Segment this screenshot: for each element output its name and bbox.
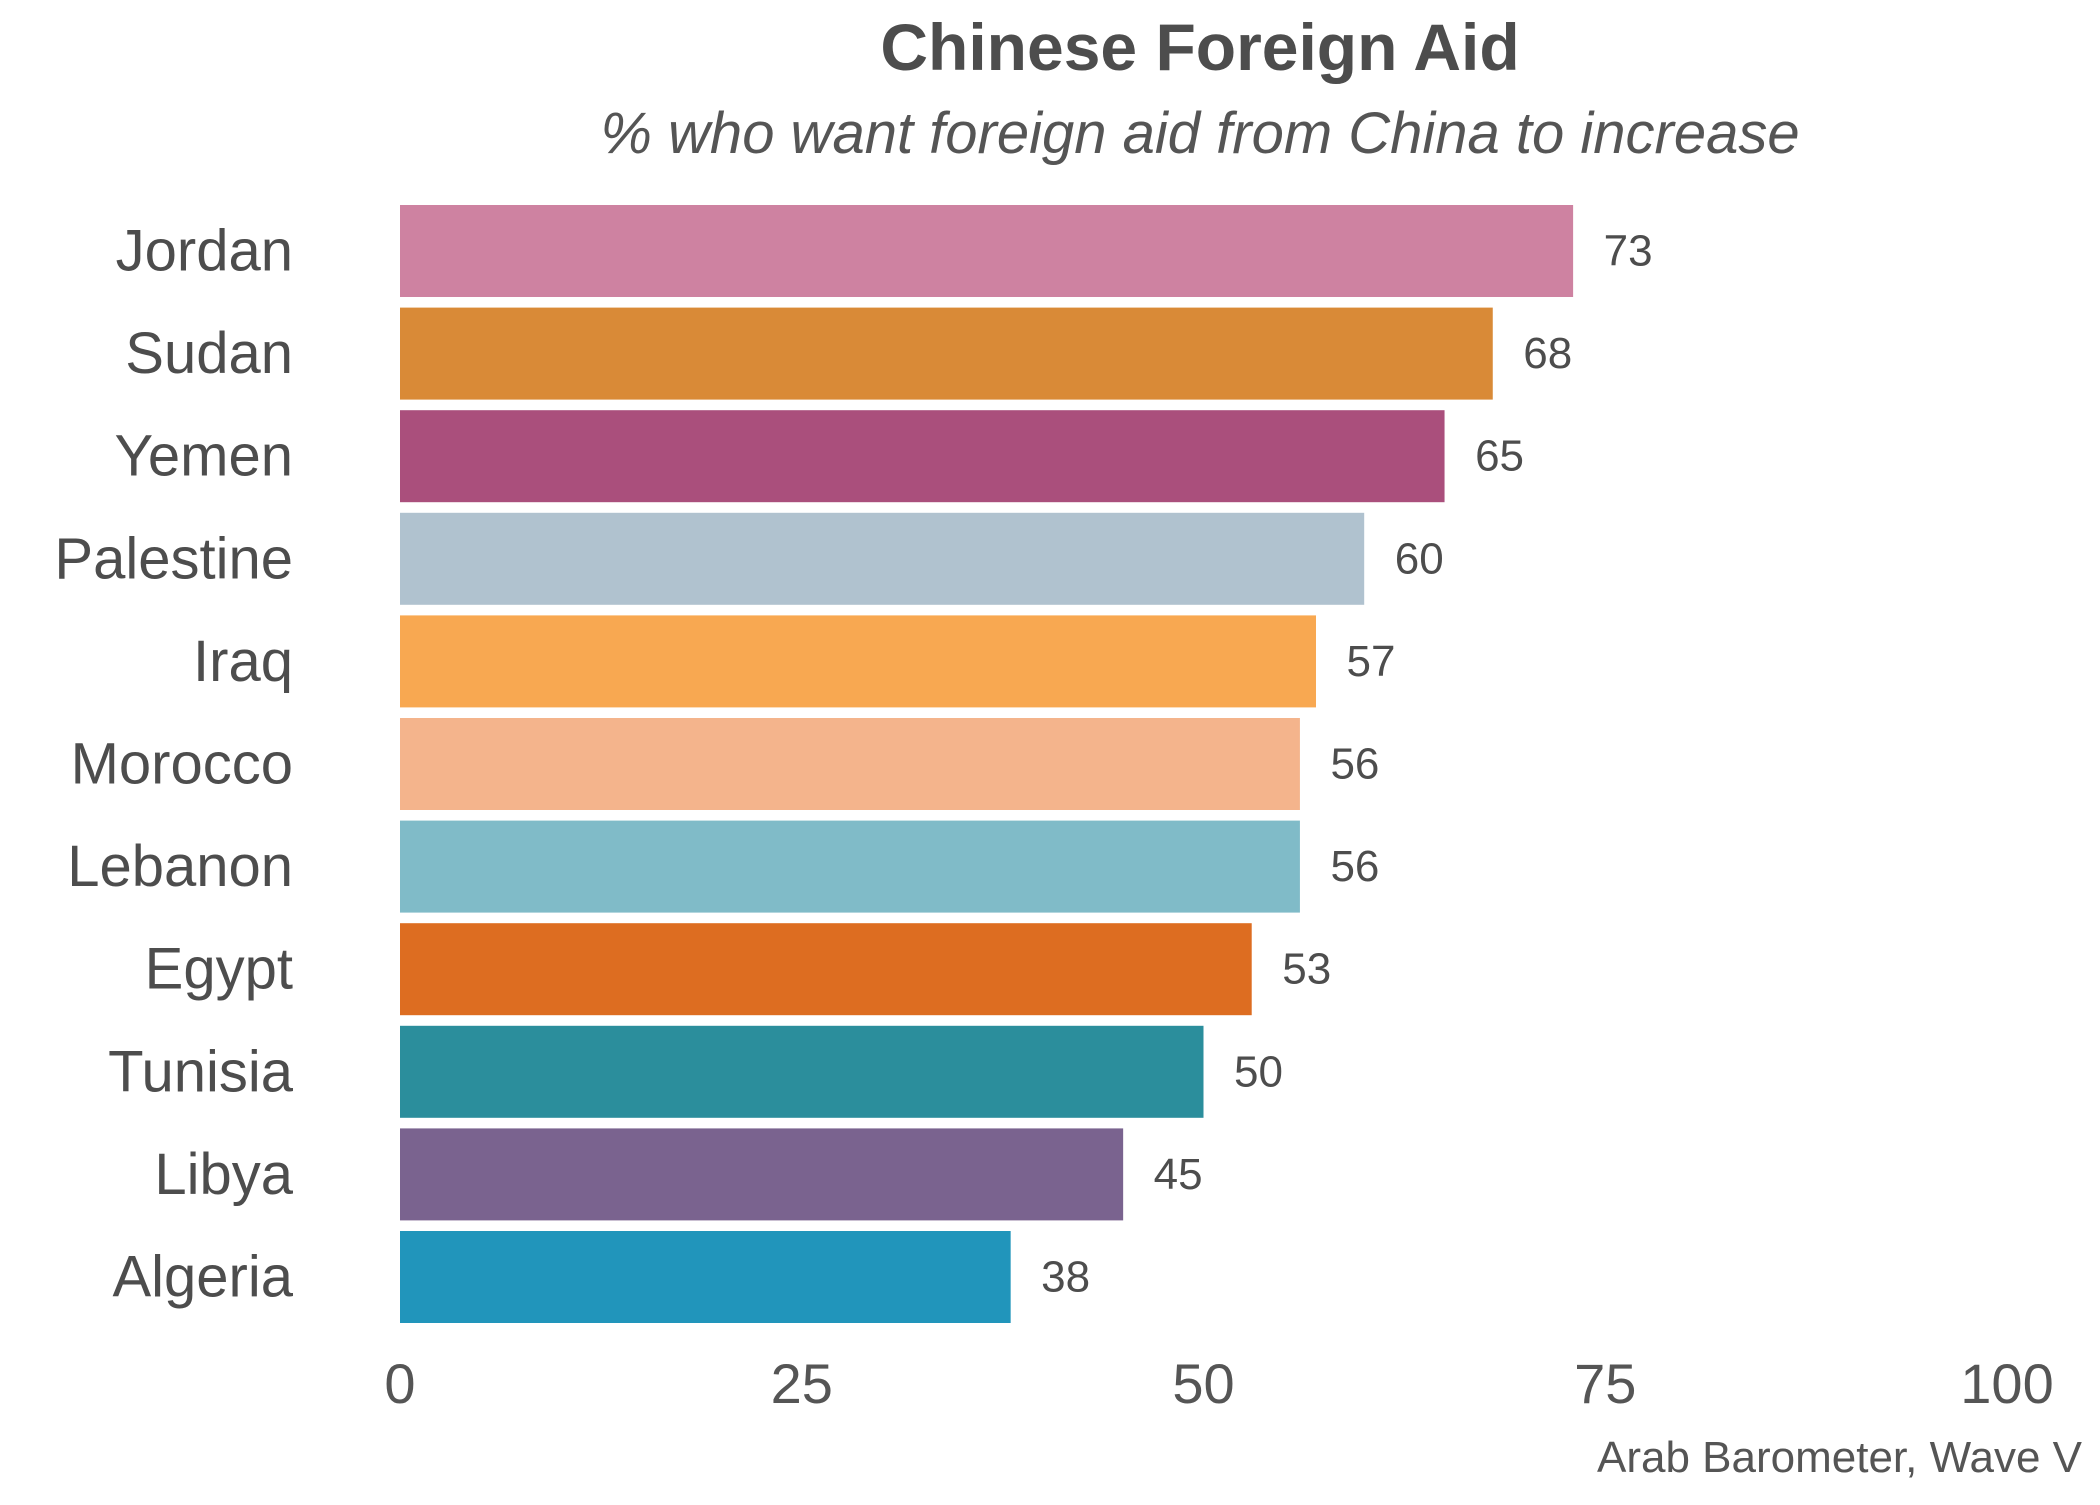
chart-caption: Arab Barometer, Wave V	[1597, 1433, 2083, 1482]
category-labels: Jordan Sudan Yemen Palestine Iraq Morocco Leba…	[54, 219, 293, 1310]
value-label-egypt: 53	[1282, 945, 1331, 994]
category-label-algeria: Algeria	[112, 1245, 293, 1310]
category-label-sudan: Sudan	[125, 321, 293, 386]
bar-tunisia	[400, 1025, 1204, 1118]
value-label-sudan: 68	[1523, 329, 1572, 378]
category-label-egypt: Egypt	[145, 937, 293, 1002]
category-label-tunisia: Tunisia	[108, 1039, 294, 1104]
x-tick-label-100: 100	[1960, 1352, 2053, 1415]
bar-palestine	[400, 512, 1365, 605]
bar-jordan	[400, 205, 1574, 297]
value-label-yemen: 65	[1475, 432, 1524, 481]
category-label-libya: Libya	[154, 1142, 293, 1207]
x-tick-label-50: 50	[1172, 1352, 1234, 1415]
bar-iraq	[400, 615, 1316, 708]
value-label-jordan: 73	[1604, 227, 1653, 276]
x-axis-ticks: 0 25 50 75 100	[384, 1352, 2053, 1415]
category-label-palestine: Palestine	[54, 526, 293, 591]
value-label-libya: 45	[1154, 1150, 1203, 1199]
category-label-morocco: Morocco	[71, 732, 293, 797]
category-label-yemen: Yemen	[115, 424, 293, 489]
value-label-tunisia: 50	[1234, 1047, 1283, 1096]
bar-sudan	[400, 307, 1493, 400]
bars-group	[400, 205, 1574, 1323]
value-label-lebanon: 56	[1330, 842, 1379, 891]
category-label-jordan: Jordan	[116, 219, 293, 284]
bar-egypt	[400, 923, 1252, 1016]
bar-lebanon	[400, 820, 1300, 913]
x-tick-label-75: 75	[1574, 1352, 1636, 1415]
bar-algeria	[400, 1231, 1011, 1323]
x-tick-label-25: 25	[771, 1352, 833, 1415]
bar-yemen	[400, 410, 1445, 503]
value-label-iraq: 57	[1347, 637, 1396, 686]
value-label-palestine: 60	[1395, 534, 1444, 583]
value-label-morocco: 56	[1330, 740, 1379, 789]
category-label-iraq: Iraq	[193, 629, 293, 694]
bar-libya	[400, 1128, 1124, 1221]
chart-title: Chinese Foreign Aid	[880, 10, 1519, 84]
value-label-algeria: 38	[1041, 1253, 1090, 1302]
chart-subtitle: % who want foreign aid from China to inc…	[600, 101, 1799, 166]
bar-morocco	[400, 718, 1300, 810]
value-labels: 73 68 65 60 57 56 56 53 50 45 38	[1041, 227, 1652, 1302]
x-tick-label-0: 0	[384, 1352, 415, 1415]
category-label-lebanon: Lebanon	[67, 834, 293, 899]
